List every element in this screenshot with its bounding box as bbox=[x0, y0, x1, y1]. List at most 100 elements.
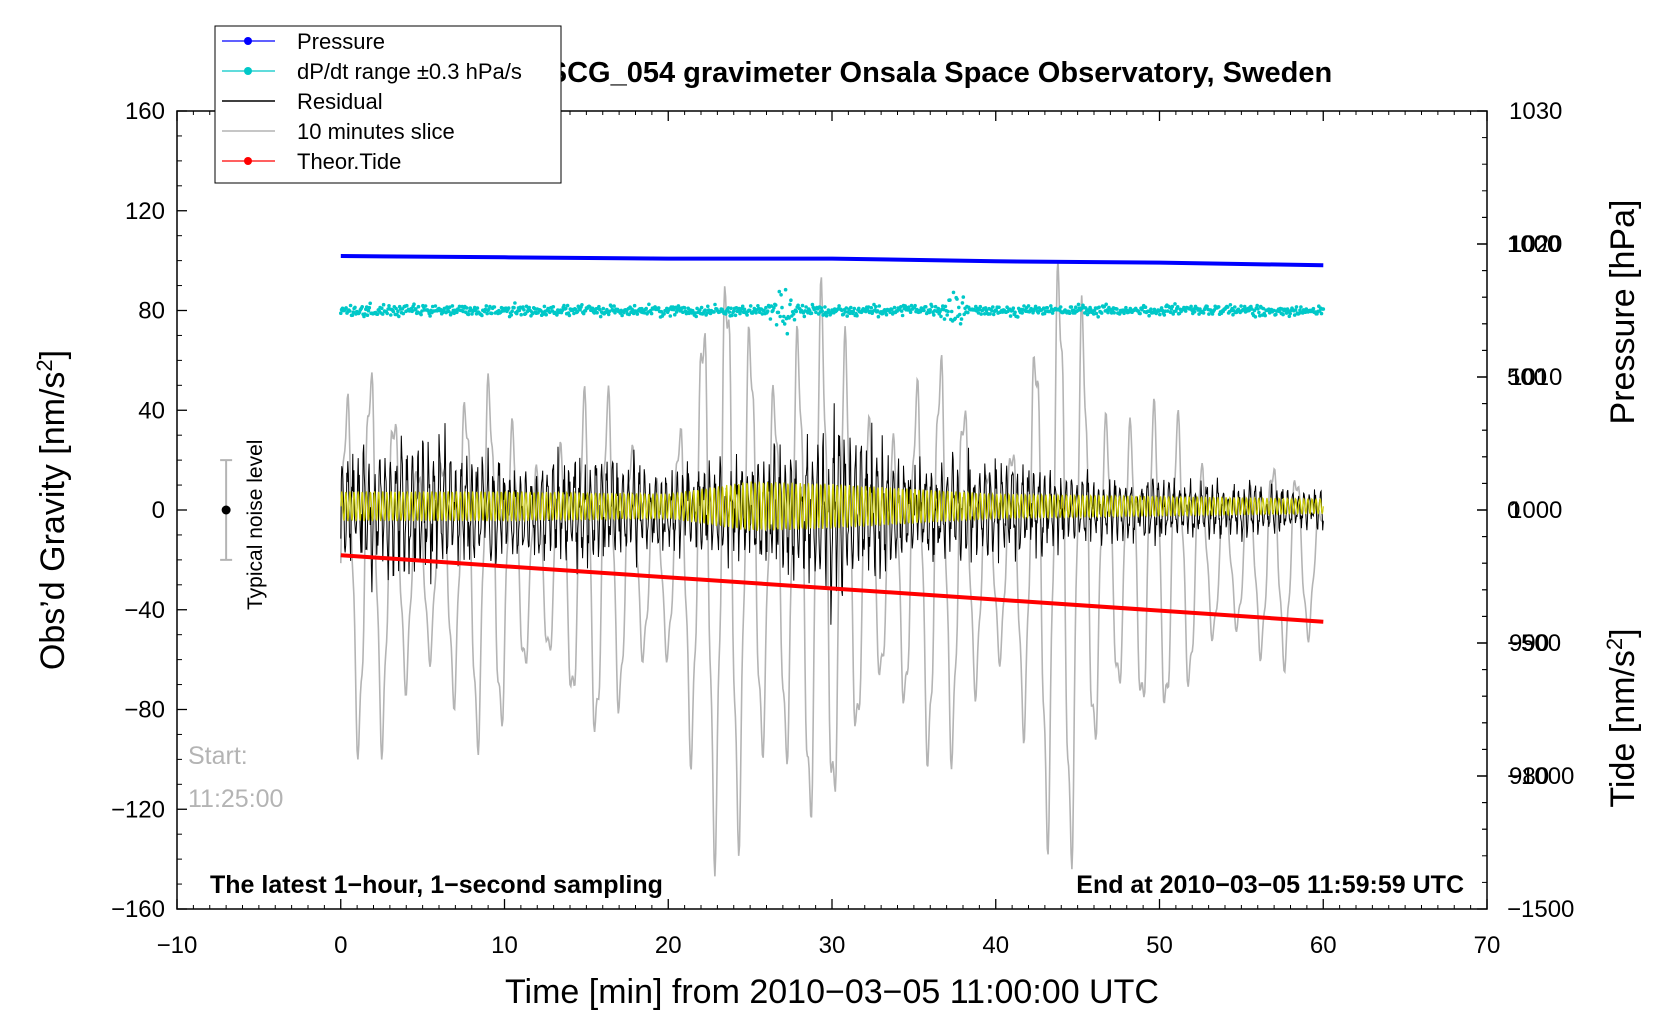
dpdt-point bbox=[391, 309, 396, 314]
pressure-series bbox=[340, 254, 1324, 268]
legend-label-dpdt: dP/dt range ±0.3 hPa/s bbox=[297, 59, 522, 84]
dpdt-point bbox=[866, 305, 871, 309]
dpdt-point bbox=[524, 304, 529, 309]
dpdt-point bbox=[778, 314, 782, 319]
dpdt-point bbox=[781, 319, 785, 324]
dpdt-point bbox=[1281, 312, 1285, 317]
dpdt-point bbox=[542, 304, 547, 309]
dpdt-point bbox=[687, 311, 691, 316]
dpdt-point bbox=[874, 305, 878, 309]
dpdt-point bbox=[730, 313, 734, 318]
dpdt-point bbox=[745, 313, 749, 317]
dpdt-point bbox=[946, 309, 950, 314]
y-left-tick-label: −40 bbox=[124, 597, 165, 624]
dpdt-point bbox=[837, 304, 841, 308]
dpdt-point bbox=[1231, 312, 1235, 317]
dpdt-point bbox=[820, 309, 824, 313]
dpdt-point bbox=[1319, 311, 1324, 316]
dpdt-point bbox=[875, 309, 880, 313]
dpdt-point bbox=[447, 305, 452, 310]
dpdt-point bbox=[876, 314, 881, 319]
legend-entry-residual: Residual bbox=[222, 89, 383, 114]
legend-label-residual: Residual bbox=[297, 89, 383, 114]
dpdt-point bbox=[1225, 305, 1230, 309]
y-axis-tide-title-close: ] bbox=[1604, 628, 1642, 637]
y-tide-tick-label: −500 bbox=[1507, 630, 1561, 657]
dpdt-point bbox=[350, 313, 355, 318]
dpdt-point bbox=[900, 313, 905, 318]
filtered-residual-line bbox=[340, 481, 1324, 531]
dpdt-point bbox=[1058, 305, 1063, 309]
dpdt-point bbox=[1191, 307, 1196, 311]
dpdt-point bbox=[1205, 304, 1209, 309]
dpdt-point bbox=[1112, 311, 1116, 315]
dpdt-point bbox=[943, 304, 948, 309]
dpdt-point bbox=[1253, 315, 1258, 319]
dpdt-point bbox=[957, 305, 961, 310]
y-pressure-tick-label: 980 bbox=[1509, 763, 1549, 790]
dpdt-point bbox=[945, 313, 949, 317]
dpdt-point bbox=[519, 312, 523, 317]
dpdt-point bbox=[673, 312, 677, 317]
dpdt-point bbox=[1233, 305, 1237, 309]
dpdt-point bbox=[1005, 305, 1009, 310]
dpdt-point bbox=[1045, 306, 1050, 310]
dpdt-point bbox=[588, 305, 592, 309]
dpdt-point bbox=[779, 293, 783, 297]
y-axis-pressure-title: Pressure [hPa] bbox=[1604, 200, 1642, 425]
dpdt-point bbox=[907, 305, 911, 310]
dpdt-point bbox=[606, 312, 611, 317]
dpdt-point bbox=[1317, 309, 1322, 313]
dpdt-point bbox=[1099, 311, 1104, 315]
dpdt-point bbox=[1210, 312, 1215, 316]
dpdt-point bbox=[632, 303, 637, 308]
dpdt-point bbox=[423, 304, 428, 308]
dpdt-point bbox=[785, 331, 790, 336]
dpdt-point bbox=[760, 312, 765, 316]
dpdt-point bbox=[1257, 310, 1261, 315]
x-tick-label: 0 bbox=[334, 932, 347, 959]
dpdt-point bbox=[695, 306, 699, 311]
dpdt-point bbox=[562, 303, 566, 308]
legend: Pressure dP/dt range ±0.3 hPa/s Residual… bbox=[214, 25, 562, 184]
axis-ticks bbox=[176, 110, 1488, 910]
legend-label-pressure: Pressure bbox=[297, 29, 385, 54]
dpdt-point bbox=[353, 305, 357, 310]
dpdt-point bbox=[464, 306, 469, 310]
x-tick-label: 20 bbox=[655, 932, 682, 959]
dpdt-point bbox=[976, 311, 981, 315]
dpdt-point bbox=[565, 303, 570, 308]
dpdt-point bbox=[740, 304, 745, 309]
dpdt-point bbox=[768, 317, 773, 321]
x-tick-label: 50 bbox=[1146, 932, 1173, 959]
dpdt-point bbox=[1091, 312, 1096, 316]
dpdt-point bbox=[773, 303, 778, 307]
dpdt-point bbox=[723, 312, 728, 316]
dpdt-point bbox=[713, 302, 717, 307]
dpdt-point bbox=[1197, 312, 1201, 316]
dpdt-point bbox=[1294, 305, 1299, 309]
dpdt-point bbox=[961, 295, 966, 299]
dpdt-point bbox=[783, 287, 788, 292]
y-pressure-tick-label: 1030 bbox=[1509, 98, 1562, 125]
dpdt-point bbox=[930, 304, 934, 309]
dpdt-point bbox=[605, 307, 609, 312]
dpdt-point bbox=[509, 313, 514, 317]
dpdt-point bbox=[800, 303, 805, 308]
dpdt-point bbox=[855, 313, 859, 318]
y-axis-left-title-base: Obs’d Gravity [nm/s bbox=[34, 372, 72, 671]
dpdt-point bbox=[869, 306, 874, 310]
dpdt-point bbox=[951, 290, 956, 295]
dpdt-point bbox=[1162, 313, 1167, 317]
dpdt-point bbox=[1050, 311, 1055, 315]
dpdt-point bbox=[857, 306, 861, 311]
dpdt-point bbox=[470, 312, 474, 316]
dpdt-point bbox=[647, 302, 651, 307]
dpdt-point bbox=[532, 306, 537, 311]
dpdt-point bbox=[1173, 302, 1177, 306]
dpdt-point bbox=[782, 322, 787, 326]
legend-label-slice: 10 minutes slice bbox=[297, 119, 455, 144]
y-left-tick-label: −160 bbox=[111, 896, 165, 923]
y-axis-left-title-sup: 2 bbox=[32, 359, 57, 371]
